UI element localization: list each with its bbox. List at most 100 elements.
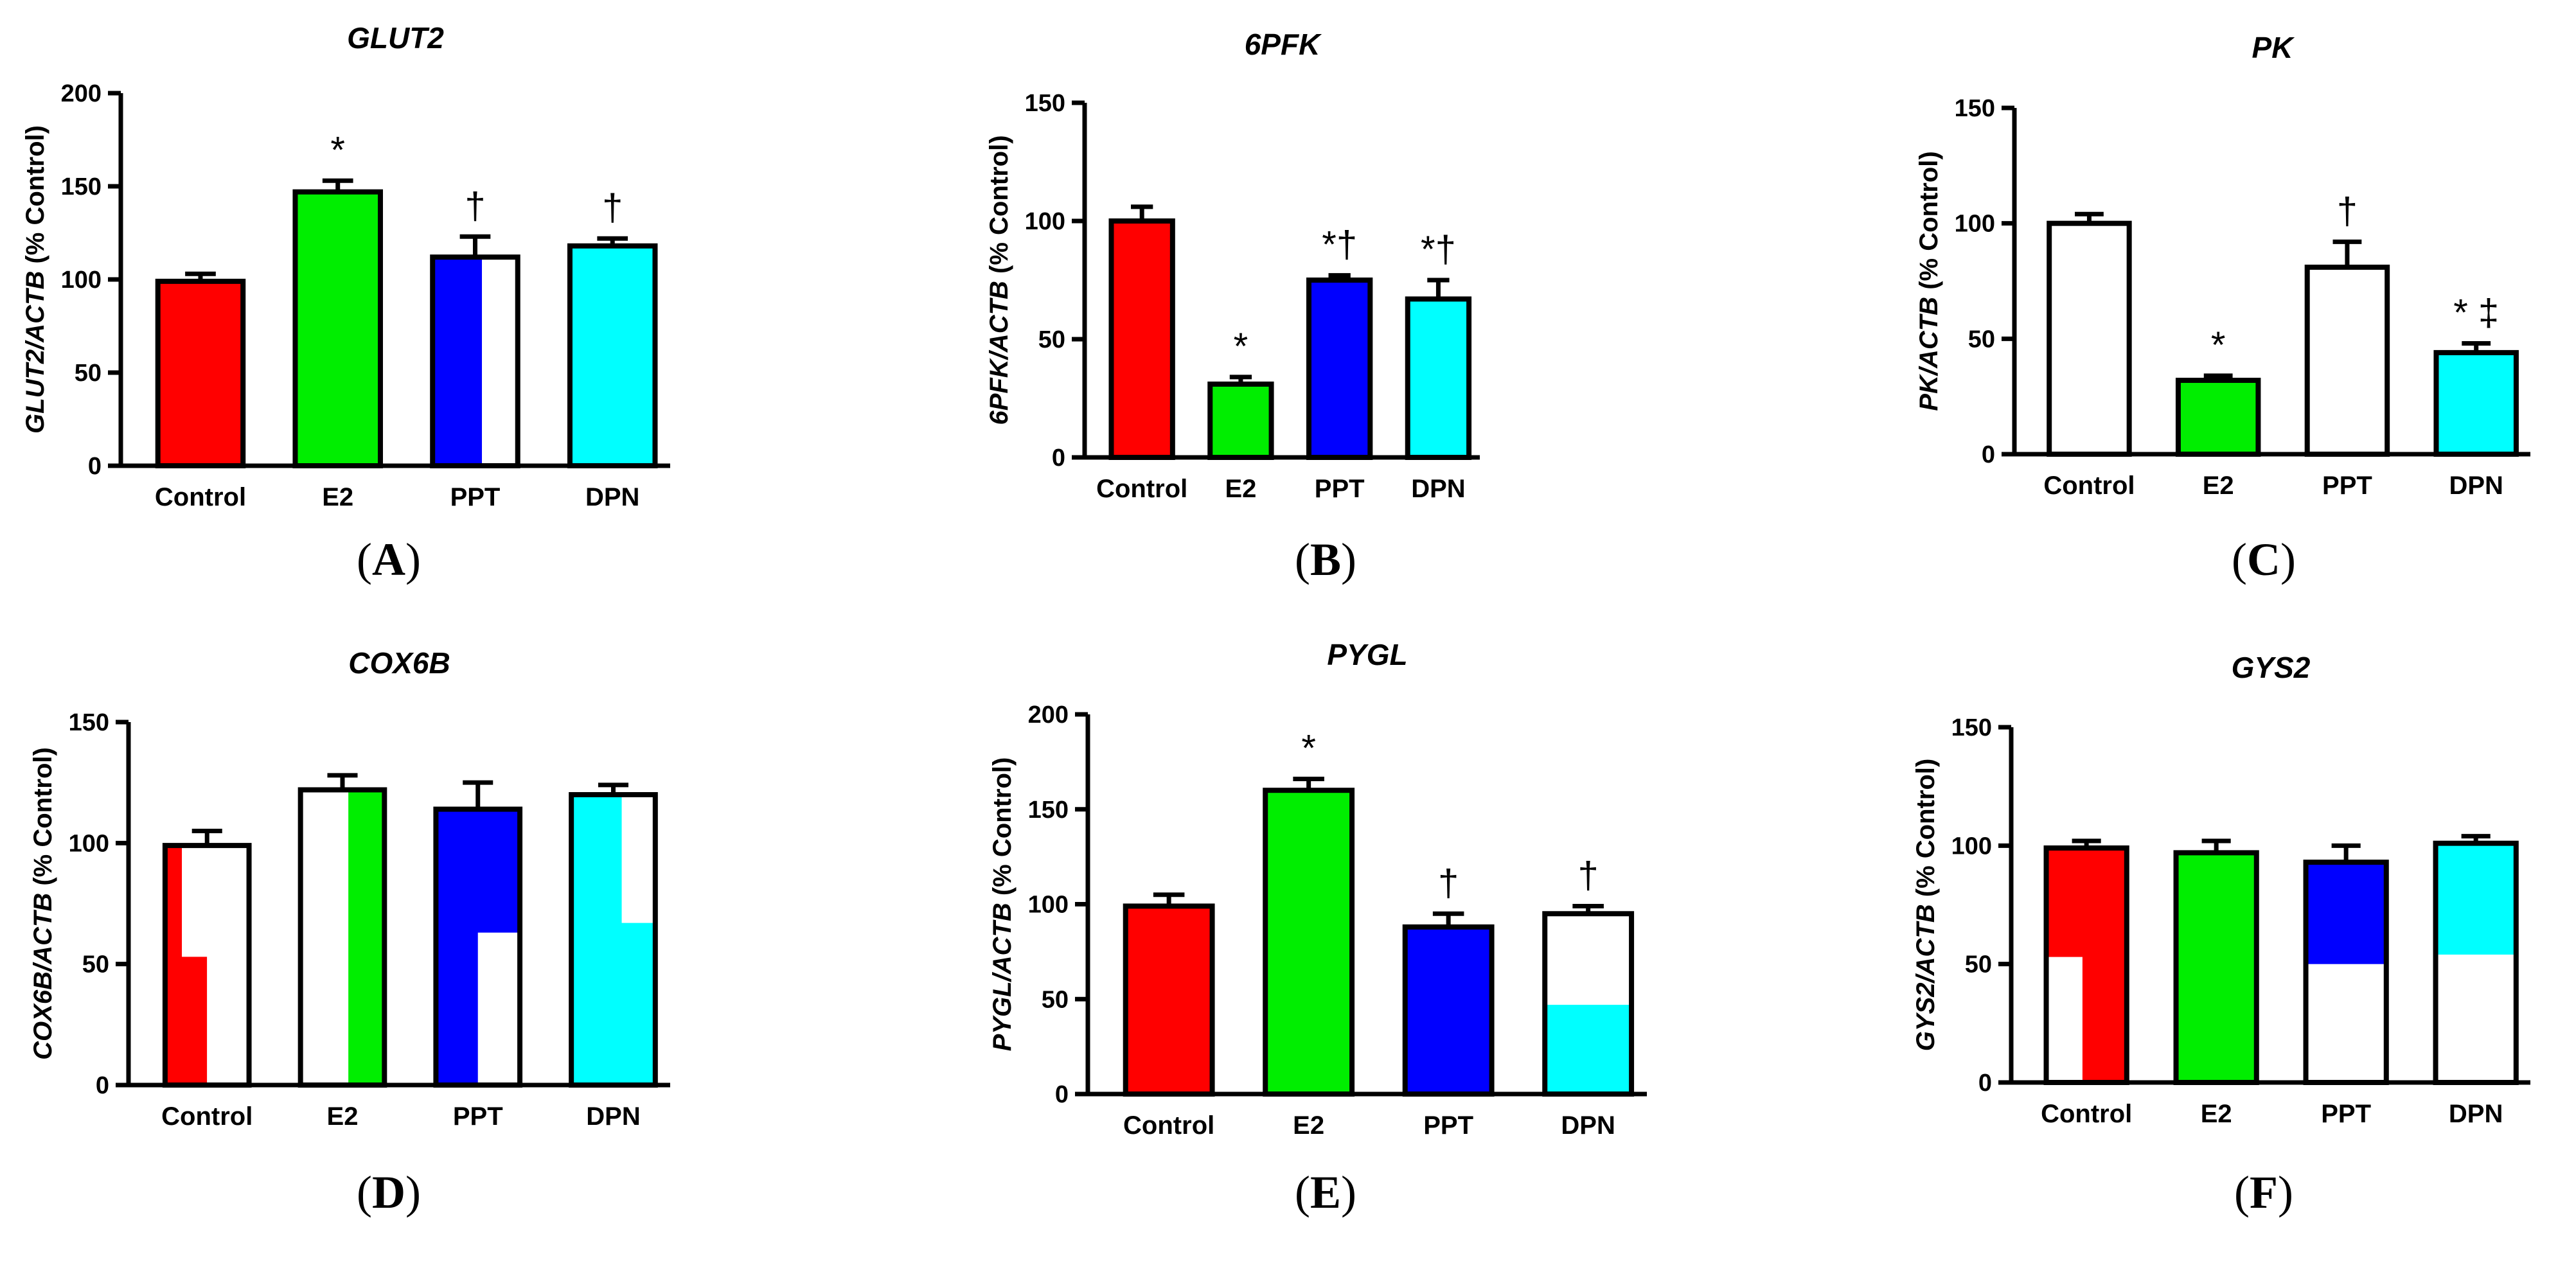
panel-label-close: ): [2278, 1167, 2293, 1218]
y-axis-label-gene: 6PFK/ACTB: [985, 281, 1013, 425]
significance-marker: †: [1578, 854, 1599, 896]
y-axis-label: PYGL/ACTB (% Control): [988, 757, 1017, 1052]
y-tick-label: 50: [1968, 326, 1995, 353]
significance-marker: *†: [1322, 224, 1357, 266]
bar-fill: [569, 245, 655, 466]
x-tick-label: PPT: [453, 1102, 503, 1131]
panel-a: GLUT2 GLUT2/ACTB (% Control) Control * E2 † PP…: [21, 21, 670, 585]
x-tick-label: DPN: [585, 483, 639, 511]
chart-title: COX6B: [348, 646, 450, 680]
bar-overlay: [2305, 964, 2386, 1082]
panel-label-close: ): [1341, 534, 1356, 585]
y-tick-label: 150: [61, 173, 102, 200]
y-tick-label: 200: [1028, 702, 1069, 729]
panel-e: PYGL PYGL/ACTB (% Control) Control * E2 † PPT †…: [988, 638, 1647, 1218]
x-tick-label: E2: [322, 483, 353, 511]
y-tick-label: 0: [96, 1072, 109, 1099]
x-tick-label: PPT: [2322, 472, 2372, 500]
significance-marker: *: [330, 129, 345, 171]
bar-fill: [2436, 352, 2516, 454]
chart-title: GLUT2: [347, 21, 444, 55]
y-tick-label: 0: [1052, 445, 1065, 472]
panel-c: PK PK/ACTB (% Control) Control * E2 † PPT * ‡ DP…: [1915, 31, 2530, 585]
x-tick-label: Control: [155, 483, 246, 511]
panel-label-close: ): [405, 1167, 421, 1218]
bar-fill: [348, 790, 385, 1085]
panel-label-close: ): [405, 534, 421, 585]
panel-label-open: (: [1295, 534, 1310, 585]
bar-fill: [1265, 790, 1353, 1094]
significance-marker: *†: [1421, 229, 1456, 270]
panel-label-close: ): [1341, 1167, 1356, 1218]
bar-fill: [1210, 384, 1272, 457]
panel-label-letter: C: [2247, 534, 2280, 585]
panel-label-open: (: [357, 534, 372, 585]
y-axis-label-gene: COX6B/ACTB: [29, 893, 57, 1060]
x-tick-label: E2: [2203, 472, 2234, 500]
bar-fill: [2178, 380, 2259, 454]
y-axis-label-gene: PK/ACTB: [1915, 297, 1943, 411]
bar-fill: [1111, 221, 1173, 457]
y-tick-label: 50: [1038, 326, 1065, 353]
y-tick-label: 50: [75, 360, 102, 387]
panel-d: COX6B COX6B/ACTB (% Control) Control E2 PPT D…: [29, 646, 670, 1218]
x-tick-label: DPN: [1411, 475, 1465, 503]
x-tick-label: E2: [327, 1102, 359, 1131]
bar-overlay: [621, 795, 655, 923]
panel-label-letter: E: [1310, 1167, 1341, 1218]
x-tick-label: Control: [1123, 1111, 1214, 1140]
x-tick-label: DPN: [1561, 1111, 1615, 1140]
x-tick-label: PPT: [2321, 1100, 2371, 1128]
y-tick-label: 100: [61, 267, 102, 294]
chart-title: PYGL: [1327, 638, 1407, 671]
y-axis-label-unit: (% Control): [29, 747, 57, 893]
y-axis-label: PK/ACTB (% Control): [1915, 151, 1943, 411]
y-axis-label-gene: GLUT2/ACTB: [21, 271, 49, 434]
y-axis-label-gene: GYS2/ACTB: [1912, 904, 1940, 1051]
y-tick-label: 100: [1025, 208, 1065, 235]
panel-label: (F): [2234, 1167, 2293, 1218]
y-axis-label-unit: (% Control): [985, 135, 1013, 281]
significance-marker: * ‡: [2453, 292, 2499, 334]
panel-label-open: (: [1295, 1167, 1310, 1218]
y-tick-label: 0: [88, 453, 102, 480]
bar-overlay: [2435, 954, 2516, 1082]
y-axis-label-unit: (% Control): [988, 757, 1017, 903]
x-tick-label: Control: [161, 1102, 253, 1131]
panel-label: (E): [1295, 1167, 1356, 1218]
y-tick-label: 50: [82, 951, 109, 978]
y-axis-label-unit: (% Control): [21, 125, 49, 271]
bar-overlay: [1545, 914, 1632, 1005]
chart-title: PK: [2252, 31, 2295, 64]
panel-label: (B): [1295, 534, 1356, 585]
bar-fill: [1407, 299, 1470, 457]
y-tick-label: 100: [1955, 211, 1995, 238]
significance-marker: *: [2211, 324, 2226, 366]
x-tick-label: Control: [2041, 1100, 2132, 1128]
panel-label: (C): [2232, 534, 2296, 585]
panel-label-letter: B: [1310, 534, 1341, 585]
y-tick-label: 0: [1982, 441, 1995, 468]
panel-label-open: (: [2232, 534, 2247, 585]
significance-marker: *: [1301, 727, 1316, 769]
panel-label-close: ): [2280, 534, 2296, 585]
bar-fill: [2176, 852, 2257, 1082]
panel-b: 6PFK 6PFK/ACTB (% Control) Control * E2 *† PPT…: [985, 28, 1480, 585]
bar-fill: [1125, 906, 1212, 1094]
y-axis-label: GYS2/ACTB (% Control): [1912, 759, 1940, 1052]
y-tick-label: 0: [1055, 1081, 1069, 1108]
significance-marker: †: [2337, 190, 2358, 232]
x-tick-label: PPT: [1423, 1111, 1473, 1140]
y-tick-label: 150: [69, 709, 109, 736]
x-tick-label: E2: [1293, 1111, 1324, 1140]
panel-label-letter: A: [372, 534, 405, 585]
x-tick-label: DPN: [586, 1102, 640, 1131]
bar-fill: [1309, 280, 1371, 457]
panel-f: GYS2 GYS2/ACTB (% Control) Control E2 PPT DPN…: [1912, 651, 2530, 1218]
y-tick-label: 0: [1978, 1070, 1992, 1097]
y-axis-label: GLUT2/ACTB (% Control): [21, 125, 49, 434]
x-tick-label: DPN: [2449, 1100, 2503, 1128]
significance-marker: †: [1438, 862, 1459, 904]
y-tick-label: 100: [1951, 833, 1992, 860]
